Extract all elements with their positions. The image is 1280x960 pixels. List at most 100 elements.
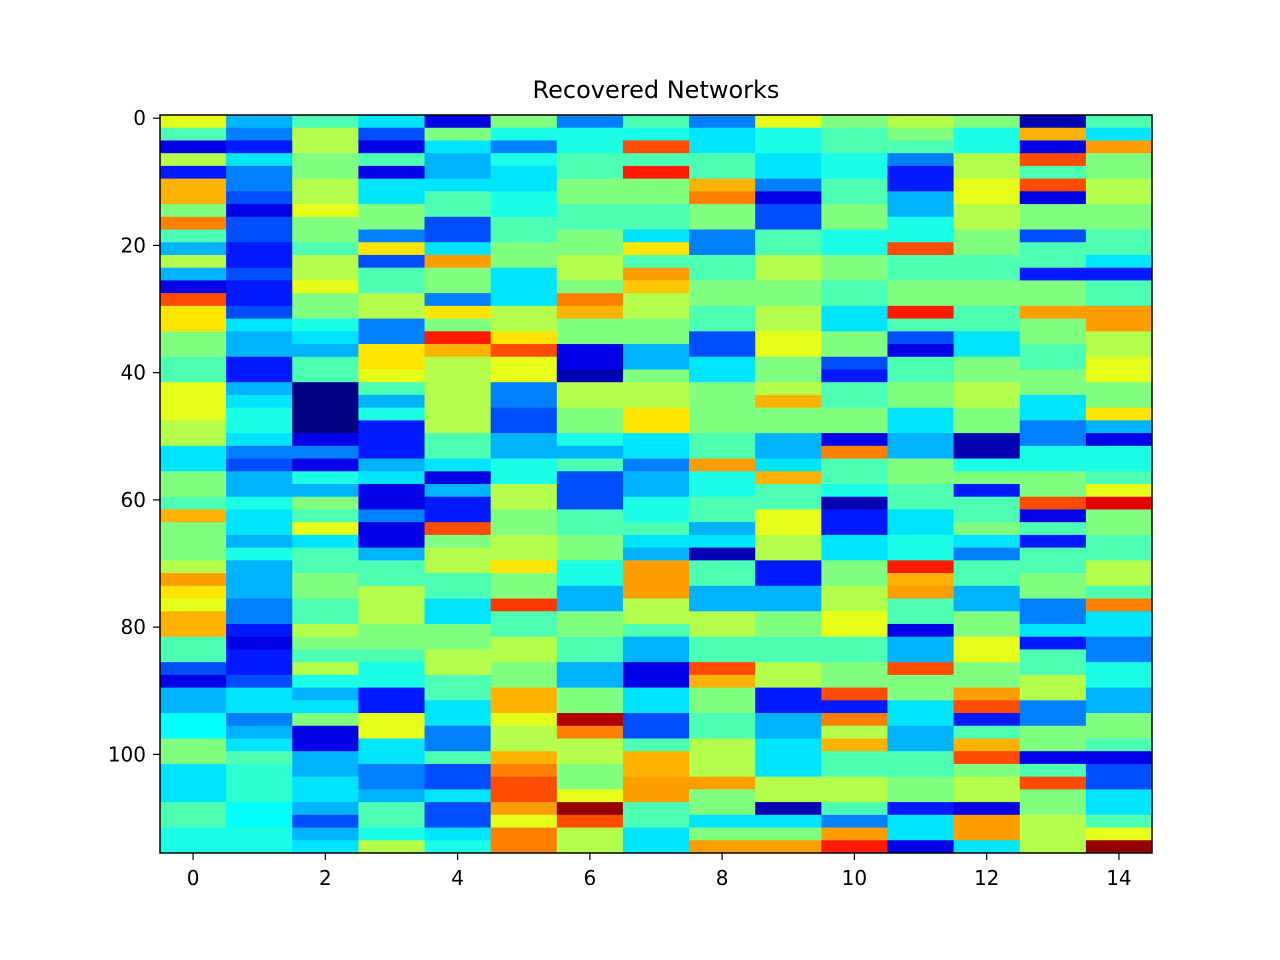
- heatmap-cell: [1085, 280, 1153, 307]
- y-tick-label: 100: [108, 742, 146, 766]
- heatmap-cell: [226, 534, 293, 549]
- heatmap-cell: [622, 344, 690, 370]
- heatmap-cell: [424, 623, 492, 650]
- heatmap-cell: [160, 204, 227, 218]
- heatmap-cell: [1085, 840, 1153, 854]
- heatmap-cell: [821, 280, 888, 307]
- heatmap-cell: [821, 229, 888, 256]
- heatmap-cell: [226, 280, 293, 307]
- heatmap-cell: [358, 382, 425, 396]
- heatmap-cell: [1019, 191, 1087, 205]
- heatmap-cell: [1019, 598, 1087, 625]
- heatmap-cell: [424, 789, 492, 803]
- heatmap-cell: [755, 611, 822, 638]
- heatmap-cell: [226, 802, 293, 828]
- heatmap-cell: [358, 344, 425, 370]
- heatmap-cell: [1085, 827, 1153, 841]
- heatmap-cell: [160, 293, 227, 307]
- heatmap-cell: [358, 420, 425, 459]
- heatmap-cell: [1085, 445, 1153, 472]
- heatmap-cell: [821, 802, 888, 816]
- heatmap-cell: [556, 433, 624, 447]
- heatmap-cell: [755, 458, 822, 472]
- heatmap-cell: [292, 547, 359, 574]
- heatmap-cell: [887, 636, 954, 663]
- heatmap-cell: [226, 471, 293, 498]
- heatmap-cell: [1019, 573, 1087, 599]
- heatmap-cell: [953, 560, 1021, 587]
- heatmap-cell: [358, 484, 425, 510]
- heatmap-cell: [821, 725, 888, 739]
- heatmap-cell: [821, 458, 888, 485]
- heatmap-cell: [490, 216, 558, 243]
- heatmap-cell: [160, 573, 227, 587]
- heatmap-cell: [160, 763, 227, 803]
- heatmap-cell: [490, 191, 558, 218]
- heatmap-cell: [887, 356, 954, 383]
- heatmap-cell: [160, 267, 227, 281]
- heatmap-cell: [887, 305, 954, 319]
- heatmap-cell: [160, 305, 227, 332]
- heatmap-cell: [953, 407, 1021, 434]
- heatmap-cell: [821, 153, 888, 180]
- heatmap-cell: [226, 636, 293, 650]
- heatmap-cell: [953, 331, 1021, 358]
- heatmap-cell: [622, 140, 690, 154]
- x-tick-label: 12: [974, 866, 999, 890]
- heatmap-cell: [358, 407, 425, 421]
- heatmap-cell: [821, 827, 888, 841]
- heatmap-cell: [160, 496, 227, 510]
- heatmap-cell: [622, 267, 690, 281]
- heatmap-cell: [887, 802, 954, 816]
- heatmap-cell: [424, 547, 492, 574]
- heatmap-cell: [1019, 649, 1087, 676]
- heatmap-cell: [358, 267, 425, 294]
- heatmap-cell: [292, 598, 359, 625]
- heatmap-cell: [887, 216, 954, 243]
- heatmap-cell: [160, 598, 227, 612]
- heatmap-cell: [622, 623, 690, 638]
- heatmap-cell: [490, 127, 558, 141]
- heatmap-cell: [292, 318, 359, 332]
- heatmap-cell: [160, 356, 227, 383]
- heatmap-cell: [358, 738, 425, 765]
- heatmap-cell: [622, 776, 690, 803]
- heatmap-cell: [1085, 484, 1153, 498]
- heatmap-cell: [953, 738, 1021, 752]
- heatmap-cell: [622, 293, 690, 319]
- heatmap-cell: [226, 204, 293, 218]
- heatmap-cell: [821, 738, 888, 752]
- heatmap-cell: [821, 700, 888, 714]
- heatmap-cell: [821, 305, 888, 332]
- heatmap-cell: [953, 840, 1021, 854]
- heatmap-cell: [556, 344, 624, 370]
- heatmap-cell: [821, 509, 888, 536]
- heatmap-cell: [755, 687, 822, 714]
- heatmap-cell: [755, 738, 822, 778]
- x-tick-label: 2: [319, 866, 332, 890]
- heatmap-cell: [358, 802, 425, 828]
- heatmap-cell: [292, 509, 359, 523]
- heatmap-cell: [556, 763, 624, 790]
- heatmap-cell: [689, 254, 756, 281]
- x-tick-label: 10: [842, 866, 867, 890]
- heatmap-cell: [953, 662, 1021, 688]
- heatmap-cell: [556, 687, 624, 714]
- heatmap-cell: [1085, 560, 1153, 587]
- heatmap-cell: [887, 509, 954, 536]
- heatmap-cell: [292, 496, 359, 510]
- heatmap-cell: [755, 802, 822, 816]
- heatmap-cell: [490, 433, 558, 459]
- heatmap-cell: [1085, 534, 1153, 561]
- heatmap-cell: [160, 687, 227, 714]
- heatmap-cell: [821, 776, 888, 803]
- heatmap-cell: [622, 751, 690, 778]
- heatmap-cell: [755, 305, 822, 332]
- heatmap-cell: [292, 204, 359, 218]
- heatmap-cell: [556, 662, 624, 688]
- heatmap-cell: [424, 318, 492, 332]
- heatmap-cell: [689, 687, 756, 714]
- heatmap-cell: [755, 394, 822, 409]
- heatmap-cell: [292, 280, 359, 294]
- heatmap-cell: [622, 229, 690, 243]
